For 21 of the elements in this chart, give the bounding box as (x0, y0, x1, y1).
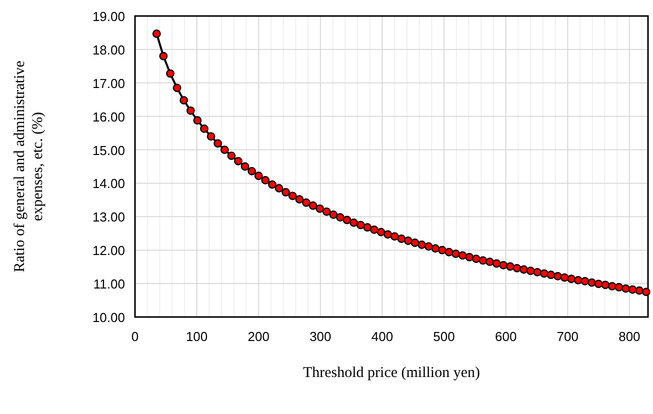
x-tick-label: 800 (618, 329, 640, 344)
y-tick-label: 12.00 (92, 243, 125, 258)
y-tick-label: 18.00 (92, 42, 125, 58)
x-axis-title: Threshold price (million yen) (302, 365, 480, 381)
y-tick-label: 17.00 (92, 76, 125, 91)
x-tick-label: 500 (433, 329, 455, 344)
x-tick-label: 700 (556, 329, 578, 344)
y-tick-label: 19.00 (92, 9, 125, 24)
y-tick-label: 15.00 (92, 142, 125, 158)
y-tick-label: 10.00 (92, 310, 125, 325)
y-tick-label: 13.00 (92, 210, 125, 225)
y-tick-label: 14.00 (92, 176, 125, 192)
x-tick-label: 300 (310, 329, 332, 344)
y-tick-label: 16.00 (92, 109, 125, 124)
y-tick-label: 11.00 (93, 276, 125, 292)
x-tick-label: 200 (248, 329, 270, 344)
y-axis-title: Ratio of general and administrative expenses, etc. (%) (12, 60, 46, 272)
x-tick-label: 400 (371, 329, 394, 344)
x-tick-label: 0 (131, 329, 139, 344)
x-tick-label: 600 (494, 329, 517, 344)
x-tick-label: 100 (186, 329, 208, 344)
